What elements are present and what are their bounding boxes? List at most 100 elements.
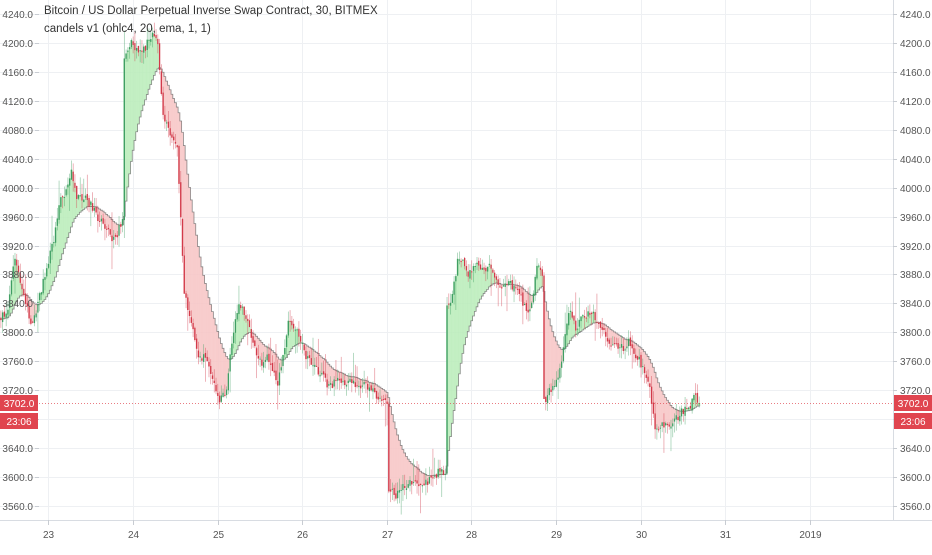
candle-body	[291, 320, 293, 326]
candle-body	[185, 293, 187, 298]
band-segment	[185, 160, 188, 298]
candle-body	[329, 383, 332, 385]
candle-body	[194, 327, 196, 341]
candle-body	[601, 327, 603, 330]
candle-body	[388, 403, 390, 492]
candle-body	[70, 169, 73, 180]
candle-body	[564, 334, 566, 349]
candle-body	[315, 365, 318, 367]
candle-body	[442, 470, 445, 475]
candle-body	[523, 304, 526, 306]
candle-body	[60, 197, 62, 207]
band-segment	[551, 331, 554, 387]
band-segment	[243, 315, 246, 337]
band-segment	[193, 223, 196, 341]
candle-body	[91, 203, 94, 211]
candle-body	[93, 207, 95, 211]
candle-body	[308, 355, 311, 358]
candle-body	[143, 46, 145, 53]
candle-body	[428, 477, 431, 484]
time-axis[interactable]: 23 24 25 26 27 28 29 30 31 2019	[43, 520, 822, 541]
band-segment	[167, 85, 170, 128]
timer-badge-right-text: 23:06	[900, 417, 925, 428]
candle-body	[663, 422, 665, 428]
candle-body	[56, 218, 58, 226]
candle-body	[292, 323, 295, 329]
band-segment	[195, 235, 198, 349]
candle-body	[490, 264, 492, 269]
y-tick-label-right: 3960.0	[900, 213, 931, 224]
candle-body	[687, 407, 690, 409]
timer-badge-right: 23:06	[894, 413, 932, 429]
indicator-legend[interactable]: candels v1 (ohlc4, 20, ema, 1, 1)	[44, 23, 211, 35]
candle-body	[30, 318, 32, 324]
band-segment	[472, 266, 475, 316]
candle-body	[178, 146, 180, 184]
band-segment	[537, 265, 540, 290]
band-segment	[239, 308, 242, 342]
candle-body	[169, 128, 171, 136]
band-segment	[647, 356, 650, 382]
candle-body	[409, 480, 411, 486]
y-tick-label-right: 4200.0	[900, 39, 931, 50]
band-segment	[664, 397, 667, 424]
candle-body	[573, 315, 575, 321]
band-segment	[211, 311, 214, 379]
x-tick-label: 29	[551, 530, 563, 541]
band-segment	[467, 276, 470, 332]
band-segment	[641, 349, 644, 367]
candle-body	[405, 488, 408, 490]
candle-body	[236, 313, 238, 320]
candle-body	[252, 336, 254, 343]
band-segment	[176, 107, 179, 148]
candle-body	[522, 292, 524, 306]
candle-body	[301, 342, 304, 344]
candle-body	[412, 482, 415, 484]
candle-body	[580, 316, 582, 322]
candle-body	[95, 207, 97, 213]
band-segment	[670, 405, 673, 427]
y-tick-label-right: 3880.0	[900, 270, 931, 281]
candle-body	[404, 486, 406, 488]
candle-body	[234, 319, 237, 333]
candle-body	[605, 331, 607, 337]
y-tick-label-left: 3840.0	[2, 299, 33, 310]
candle-body	[485, 267, 487, 272]
candle-body	[619, 347, 621, 349]
band-segment	[400, 445, 403, 490]
y-tick-label-right: 3760.0	[900, 357, 931, 368]
band-segment	[329, 366, 332, 384]
candle-body	[333, 379, 335, 387]
band-segment	[128, 47, 131, 174]
candle-body	[225, 389, 228, 396]
candle-body	[248, 320, 251, 328]
candle-body	[314, 364, 316, 367]
band-segment	[169, 89, 172, 136]
band-segment	[652, 367, 655, 414]
candle-body	[199, 356, 201, 358]
candle-body	[352, 380, 355, 384]
left-price-axis[interactable]: 3560.03600.03640.03680.03720.03760.03800…	[2, 10, 39, 513]
candle-body	[365, 382, 367, 384]
candle-body	[19, 272, 21, 283]
band-segment	[453, 281, 456, 411]
candle-body	[464, 257, 466, 267]
band-segment	[197, 246, 200, 358]
candle-body	[23, 288, 25, 295]
band-segment	[345, 375, 348, 386]
band-segment	[331, 367, 334, 388]
candle-body	[139, 50, 141, 52]
candle-body	[460, 260, 462, 263]
band-segment	[165, 81, 168, 123]
candle-body	[393, 487, 395, 495]
candle-body	[67, 184, 69, 188]
candle-body	[469, 270, 471, 279]
band-segment	[451, 294, 454, 424]
candle-body	[245, 315, 247, 319]
candle-body	[411, 481, 413, 485]
candle-body	[81, 194, 83, 201]
candle-body	[109, 229, 111, 235]
candle-body	[220, 395, 222, 402]
candle-body	[300, 335, 302, 342]
